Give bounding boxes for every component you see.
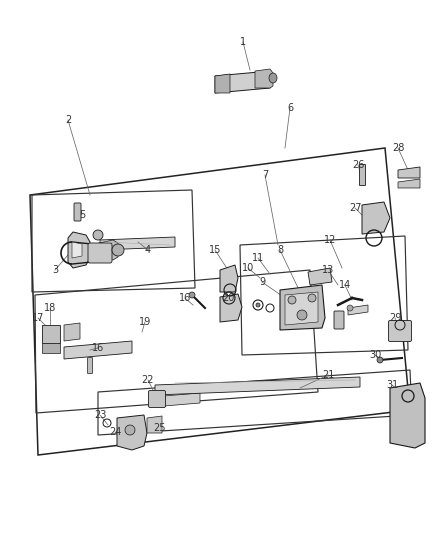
Polygon shape [42, 343, 60, 353]
Polygon shape [72, 242, 82, 258]
Polygon shape [215, 74, 230, 93]
FancyBboxPatch shape [389, 320, 411, 342]
Text: 1: 1 [240, 37, 246, 47]
Text: 14: 14 [339, 280, 351, 290]
Circle shape [112, 244, 124, 256]
Text: 19: 19 [139, 317, 151, 327]
Circle shape [297, 310, 307, 320]
Polygon shape [255, 69, 273, 88]
Text: 31: 31 [386, 380, 398, 390]
Text: 29: 29 [389, 313, 401, 323]
Text: 26: 26 [352, 160, 364, 170]
FancyBboxPatch shape [74, 203, 81, 221]
FancyBboxPatch shape [88, 358, 92, 374]
Polygon shape [280, 285, 325, 330]
Text: 7: 7 [262, 170, 268, 180]
FancyBboxPatch shape [88, 243, 112, 263]
Polygon shape [220, 294, 242, 322]
Text: 20: 20 [222, 293, 234, 303]
Polygon shape [398, 167, 420, 178]
Polygon shape [362, 202, 390, 234]
Text: 2: 2 [65, 115, 71, 125]
Circle shape [377, 357, 383, 363]
Polygon shape [390, 383, 425, 448]
Text: 28: 28 [392, 143, 404, 153]
Polygon shape [42, 325, 60, 343]
Text: 16: 16 [179, 293, 191, 303]
Polygon shape [64, 323, 80, 341]
Text: 23: 23 [94, 410, 106, 420]
Text: 5: 5 [79, 210, 85, 220]
Circle shape [93, 230, 103, 240]
Text: 30: 30 [369, 350, 381, 360]
Polygon shape [90, 240, 118, 260]
Polygon shape [220, 265, 238, 292]
Text: 9: 9 [259, 277, 265, 287]
Text: 11: 11 [252, 253, 264, 263]
Polygon shape [308, 268, 332, 285]
Polygon shape [117, 415, 147, 450]
Circle shape [308, 294, 316, 302]
Text: 12: 12 [324, 235, 336, 245]
Circle shape [347, 305, 353, 311]
FancyBboxPatch shape [334, 311, 344, 329]
Text: 25: 25 [154, 423, 166, 433]
Polygon shape [164, 393, 200, 406]
Polygon shape [64, 341, 132, 359]
Text: 27: 27 [349, 203, 361, 213]
Circle shape [189, 292, 195, 298]
Text: 21: 21 [322, 370, 334, 380]
Circle shape [125, 425, 135, 435]
Polygon shape [68, 232, 90, 268]
Polygon shape [100, 237, 175, 250]
Text: 6: 6 [287, 103, 293, 113]
FancyBboxPatch shape [148, 391, 166, 408]
Text: 3: 3 [52, 265, 58, 275]
Polygon shape [155, 377, 360, 395]
Ellipse shape [269, 73, 277, 83]
Text: 22: 22 [142, 375, 154, 385]
Text: 17: 17 [32, 313, 44, 323]
Text: 13: 13 [322, 265, 334, 275]
Polygon shape [285, 292, 318, 325]
Text: 16: 16 [92, 343, 104, 353]
Text: 15: 15 [209, 245, 221, 255]
Text: 4: 4 [145, 245, 151, 255]
Circle shape [288, 296, 296, 304]
Circle shape [256, 303, 260, 307]
Text: 10: 10 [242, 263, 254, 273]
Polygon shape [348, 305, 368, 315]
FancyBboxPatch shape [360, 165, 365, 185]
Polygon shape [215, 71, 270, 93]
Polygon shape [398, 179, 420, 188]
Polygon shape [147, 416, 162, 433]
Text: 24: 24 [109, 427, 121, 437]
Text: 8: 8 [277, 245, 283, 255]
Text: 18: 18 [44, 303, 56, 313]
